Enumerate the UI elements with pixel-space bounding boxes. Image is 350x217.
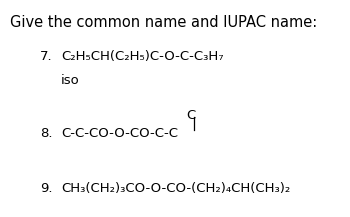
Text: C-C-CO-O-CO-C-C: C-C-CO-O-CO-C-C xyxy=(61,127,178,140)
Text: 9.: 9. xyxy=(40,182,53,195)
Text: CH₃(CH₂)₃CO-O-CO-(CH₂)₄CH(CH₃)₂: CH₃(CH₂)₃CO-O-CO-(CH₂)₄CH(CH₃)₂ xyxy=(61,182,290,195)
Text: Give the common name and IUPAC name:: Give the common name and IUPAC name: xyxy=(10,15,318,30)
Text: C: C xyxy=(186,108,195,122)
Text: iso: iso xyxy=(61,74,80,87)
Text: 7.: 7. xyxy=(40,50,53,63)
Text: C₂H₅CH(C₂H₅)C-O-C-C₃H₇: C₂H₅CH(C₂H₅)C-O-C-C₃H₇ xyxy=(61,50,224,63)
Text: 8.: 8. xyxy=(40,127,53,140)
